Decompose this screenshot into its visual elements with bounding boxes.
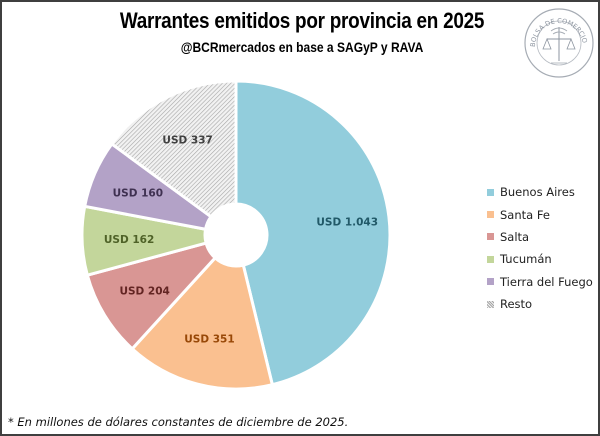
slice-santa-fe [130, 255, 275, 391]
slice-buenos-aires [234, 79, 392, 387]
bcr-seal-logo: BOLSA DE COMERCIO DE ROSARIO [523, 7, 594, 78]
slice-resto [109, 79, 238, 219]
data-label-buenos-aires: USD 1.043 [316, 217, 378, 229]
legend-swatch-santa-fe [487, 211, 494, 219]
legend-item-tucuman: Tucumán [487, 248, 593, 270]
legend-label-resto: Resto [500, 297, 533, 312]
chart-subtitle: @BCRmercados en base a SAGyP y RAVA [180, 39, 424, 55]
legend-item-salta: Salta [487, 226, 593, 248]
data-label-tierra-del-fuego: USD 160 [113, 187, 163, 199]
legend-swatch-resto [487, 300, 494, 308]
footnote: * En millones de dólares constantes de d… [8, 415, 349, 429]
legend-swatch-tierra-del-fuego [487, 278, 494, 286]
legend-label-buenos-aires: Buenos Aires [500, 185, 575, 200]
legend-label-tucuman: Tucumán [500, 252, 552, 267]
slice-salta [85, 241, 218, 351]
data-label-santa-fe: USD 351 [184, 334, 234, 346]
legend-item-buenos-aires: Buenos Aires [487, 181, 593, 203]
legend-item-resto: Resto [487, 293, 593, 315]
data-label-resto: USD 337 [162, 135, 212, 147]
legend-label-salta: Salta [500, 229, 530, 244]
chart-title: Warrantes emitidos por provincia en 2025 [119, 8, 485, 33]
legend-item-tierra-del-fuego: Tierra del Fuego [487, 271, 593, 293]
data-label-tucuman: USD 162 [104, 234, 154, 246]
legend-label-santa-fe: Santa Fe [500, 207, 550, 222]
legend-label-tierra-del-fuego: Tierra del Fuego [500, 274, 593, 289]
data-label-salta: USD 204 [119, 286, 169, 298]
chart-legend: Buenos Aires Santa Fe Salta Tucumán Tierra d… [487, 181, 593, 315]
legend-swatch-buenos-aires [487, 188, 494, 196]
legend-item-santa-fe: Santa Fe [487, 203, 593, 225]
legend-swatch-salta [487, 233, 494, 241]
legend-swatch-tucuman [487, 255, 494, 263]
